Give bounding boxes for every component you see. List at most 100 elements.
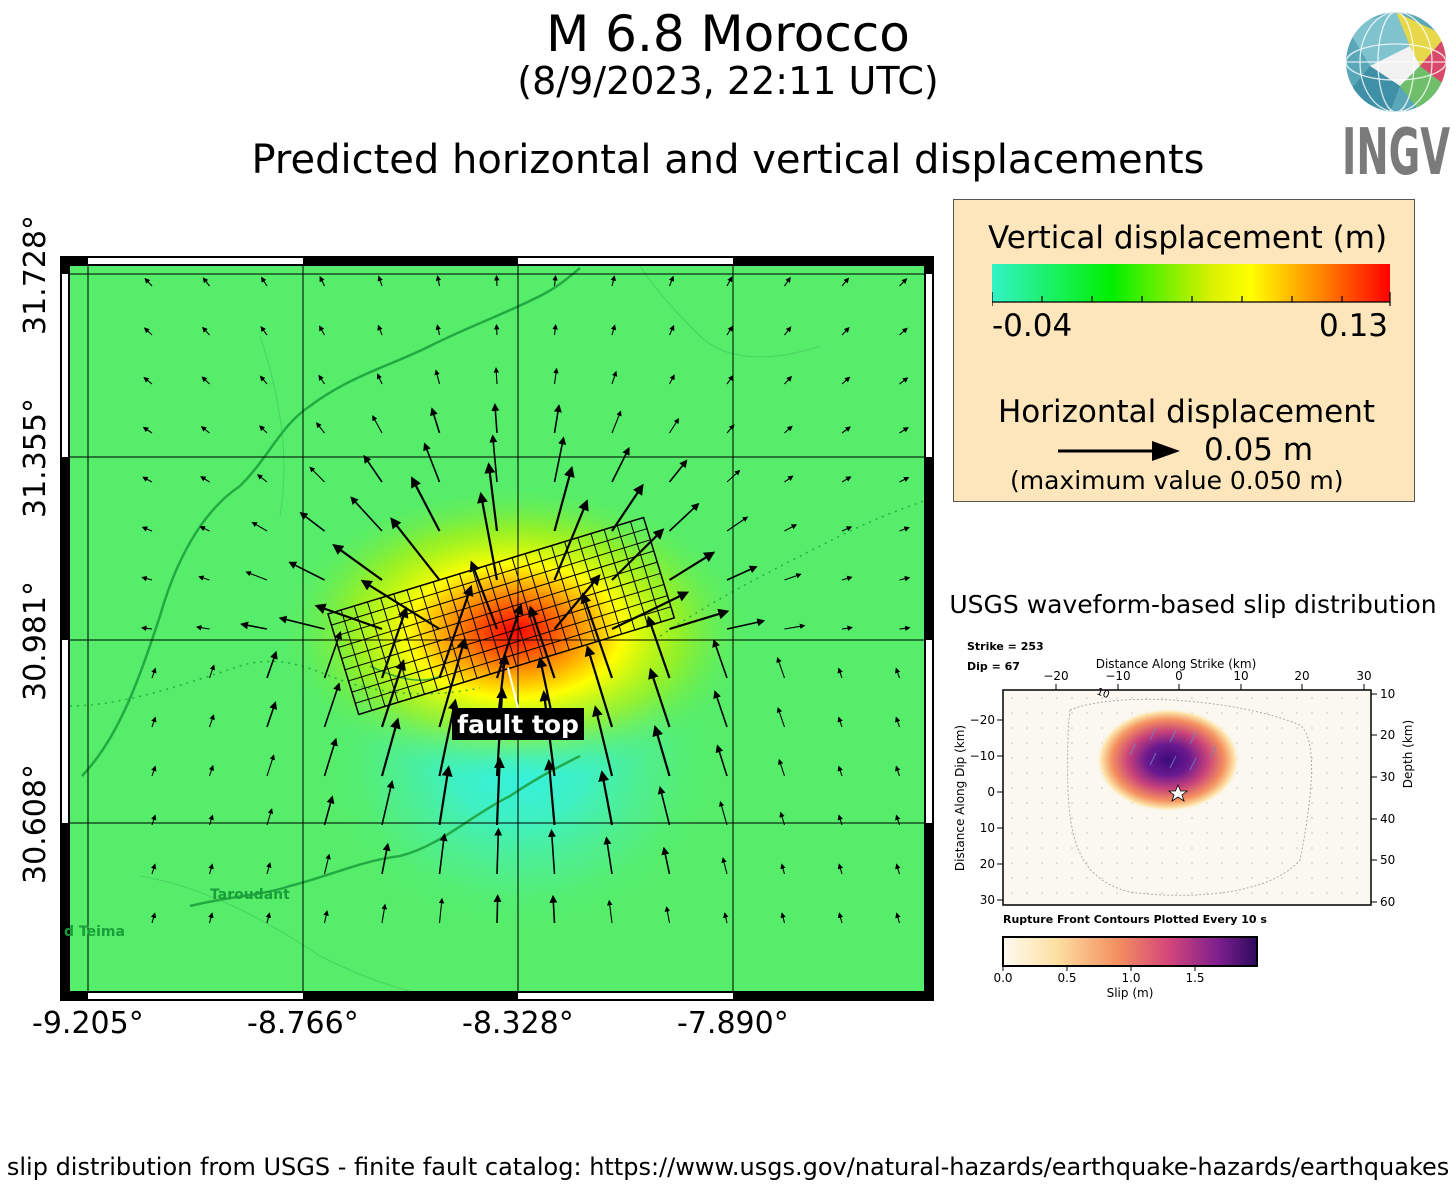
displacement-arrow [553, 465, 575, 532]
slip-ytick-label: 30 [980, 893, 995, 907]
displacement-arrow [151, 863, 157, 875]
displacement-arrow [377, 275, 383, 287]
slip-depth-tick-label: 40 [1380, 812, 1395, 826]
displacement-arrow [657, 785, 671, 826]
displacement-arrow [150, 912, 157, 924]
globe-logo-icon: INGV [1342, 12, 1450, 190]
displacement-arrow [266, 808, 274, 826]
displacement-arrow [381, 903, 388, 924]
displacement-arrow [726, 325, 733, 336]
displacement-arrow [837, 716, 843, 728]
displacement-arrow [899, 575, 911, 582]
displacement-arrow [899, 477, 910, 483]
displacement-arrow [780, 863, 786, 875]
displacement-arrow [837, 814, 843, 826]
displacement-arrow [309, 466, 325, 483]
displacement-arrow [266, 701, 278, 728]
displacement-arrow [584, 645, 614, 728]
displacement-arrow [381, 842, 391, 875]
slip-depth-tick-label: 30 [1380, 770, 1395, 784]
displacement-arrow [493, 894, 502, 924]
displacement-arrow [598, 770, 614, 826]
displacement-arrow [200, 426, 210, 434]
displacement-arrow [784, 573, 802, 581]
displacement-arrow [299, 511, 325, 532]
displacement-arrow [553, 499, 589, 581]
displacement-arrow [376, 373, 383, 385]
slip-depth-tick-label: 60 [1380, 895, 1395, 909]
displacement-arrow [143, 377, 153, 385]
displacement-arrow [266, 650, 278, 679]
place-label-taroudant: Taroudant [210, 887, 290, 903]
displacement-arrow [390, 517, 441, 581]
vmax-label: 0.13 [1319, 308, 1389, 344]
fault-top-label: fault top [457, 710, 579, 739]
strike-label: Strike = 253 [967, 640, 1044, 653]
displacement-arrow [726, 424, 735, 434]
displacement-arrow [837, 863, 844, 875]
vmin-label: -0.04 [992, 308, 1073, 344]
displacement-arrow [266, 754, 275, 777]
displacement-arrow [668, 459, 688, 483]
displacement-arrow [837, 912, 844, 924]
displacement-arrow [715, 744, 728, 777]
displacement-arrow [251, 521, 268, 532]
displacement-arrow [380, 659, 406, 728]
slip-panel-title: USGS waveform-based slip distribution [949, 590, 1437, 619]
displacement-arrow [495, 603, 524, 679]
displacement-arrow [323, 630, 343, 679]
lon-label-1: -9.205° [32, 1006, 144, 1041]
lon-label-3: -8.328° [462, 1006, 574, 1041]
displacement-arrow [580, 592, 614, 679]
displacement-arrow [723, 912, 729, 924]
displacement-arrow [652, 725, 671, 777]
displacement-arrow [784, 276, 791, 287]
displacement-arrow [469, 560, 499, 630]
hypocenter-star-icon [1167, 783, 1189, 802]
ingv-logo: INGV [1340, 6, 1452, 190]
displacement-arrow [411, 476, 441, 532]
displacement-arrow [669, 374, 675, 385]
event-datetime: (8/9/2023, 22:11 UTC) [517, 59, 939, 103]
displacement-arrow [779, 811, 786, 826]
displacement-arrow [611, 370, 618, 385]
slip-ytick-label: 20 [980, 857, 995, 871]
displacement-arrow [350, 496, 383, 532]
displacement-arrow [841, 277, 850, 287]
slip-xtick-label: 10 [1233, 669, 1248, 683]
displacement-arrow [552, 324, 558, 336]
scale-arrow-icon [1058, 441, 1180, 461]
slip-colorbar-tick: 1.5 [1185, 971, 1204, 985]
figure-subtitle: Predicted horizontal and vertical displa… [251, 137, 1205, 183]
displacement-arrow [841, 526, 853, 532]
displacement-arrow [784, 425, 793, 434]
horizontal-legend-title: Horizontal displacement [998, 394, 1376, 430]
displacement-arrow [477, 491, 499, 581]
displacement-arrow [208, 863, 214, 875]
displacement-arrow [381, 780, 395, 826]
displacement-arrow [377, 324, 383, 336]
displacement-arrow [245, 571, 268, 581]
displacement-arrow [646, 615, 671, 679]
displacement-arrow [323, 853, 331, 875]
displacement-arrow [668, 502, 700, 532]
lat-label-3: 30.981° [18, 581, 53, 701]
displacement-arrow [553, 404, 562, 434]
displacement-arrow [668, 275, 675, 287]
displacement-arrow [669, 608, 730, 631]
lat-label-4: 30.608° [18, 764, 53, 884]
lat-label-2: 31.355° [18, 398, 53, 518]
dip-label: Dip = 67 [967, 660, 1020, 673]
displacement-arrow [372, 415, 383, 434]
displacement-arrow [841, 426, 851, 434]
displacement-arrow [240, 621, 268, 630]
displacement-arrow [553, 367, 559, 385]
displacement-arrow [895, 814, 901, 826]
displacement-arrow [363, 454, 383, 483]
displacement-arrow [319, 276, 325, 287]
displacement-arrow [318, 374, 325, 385]
scale-value: 0.05 m [1204, 432, 1314, 468]
place-label-teima: d Teima [64, 924, 125, 940]
displacement-arrow [549, 894, 558, 924]
fault-plane-grid [327, 516, 676, 716]
